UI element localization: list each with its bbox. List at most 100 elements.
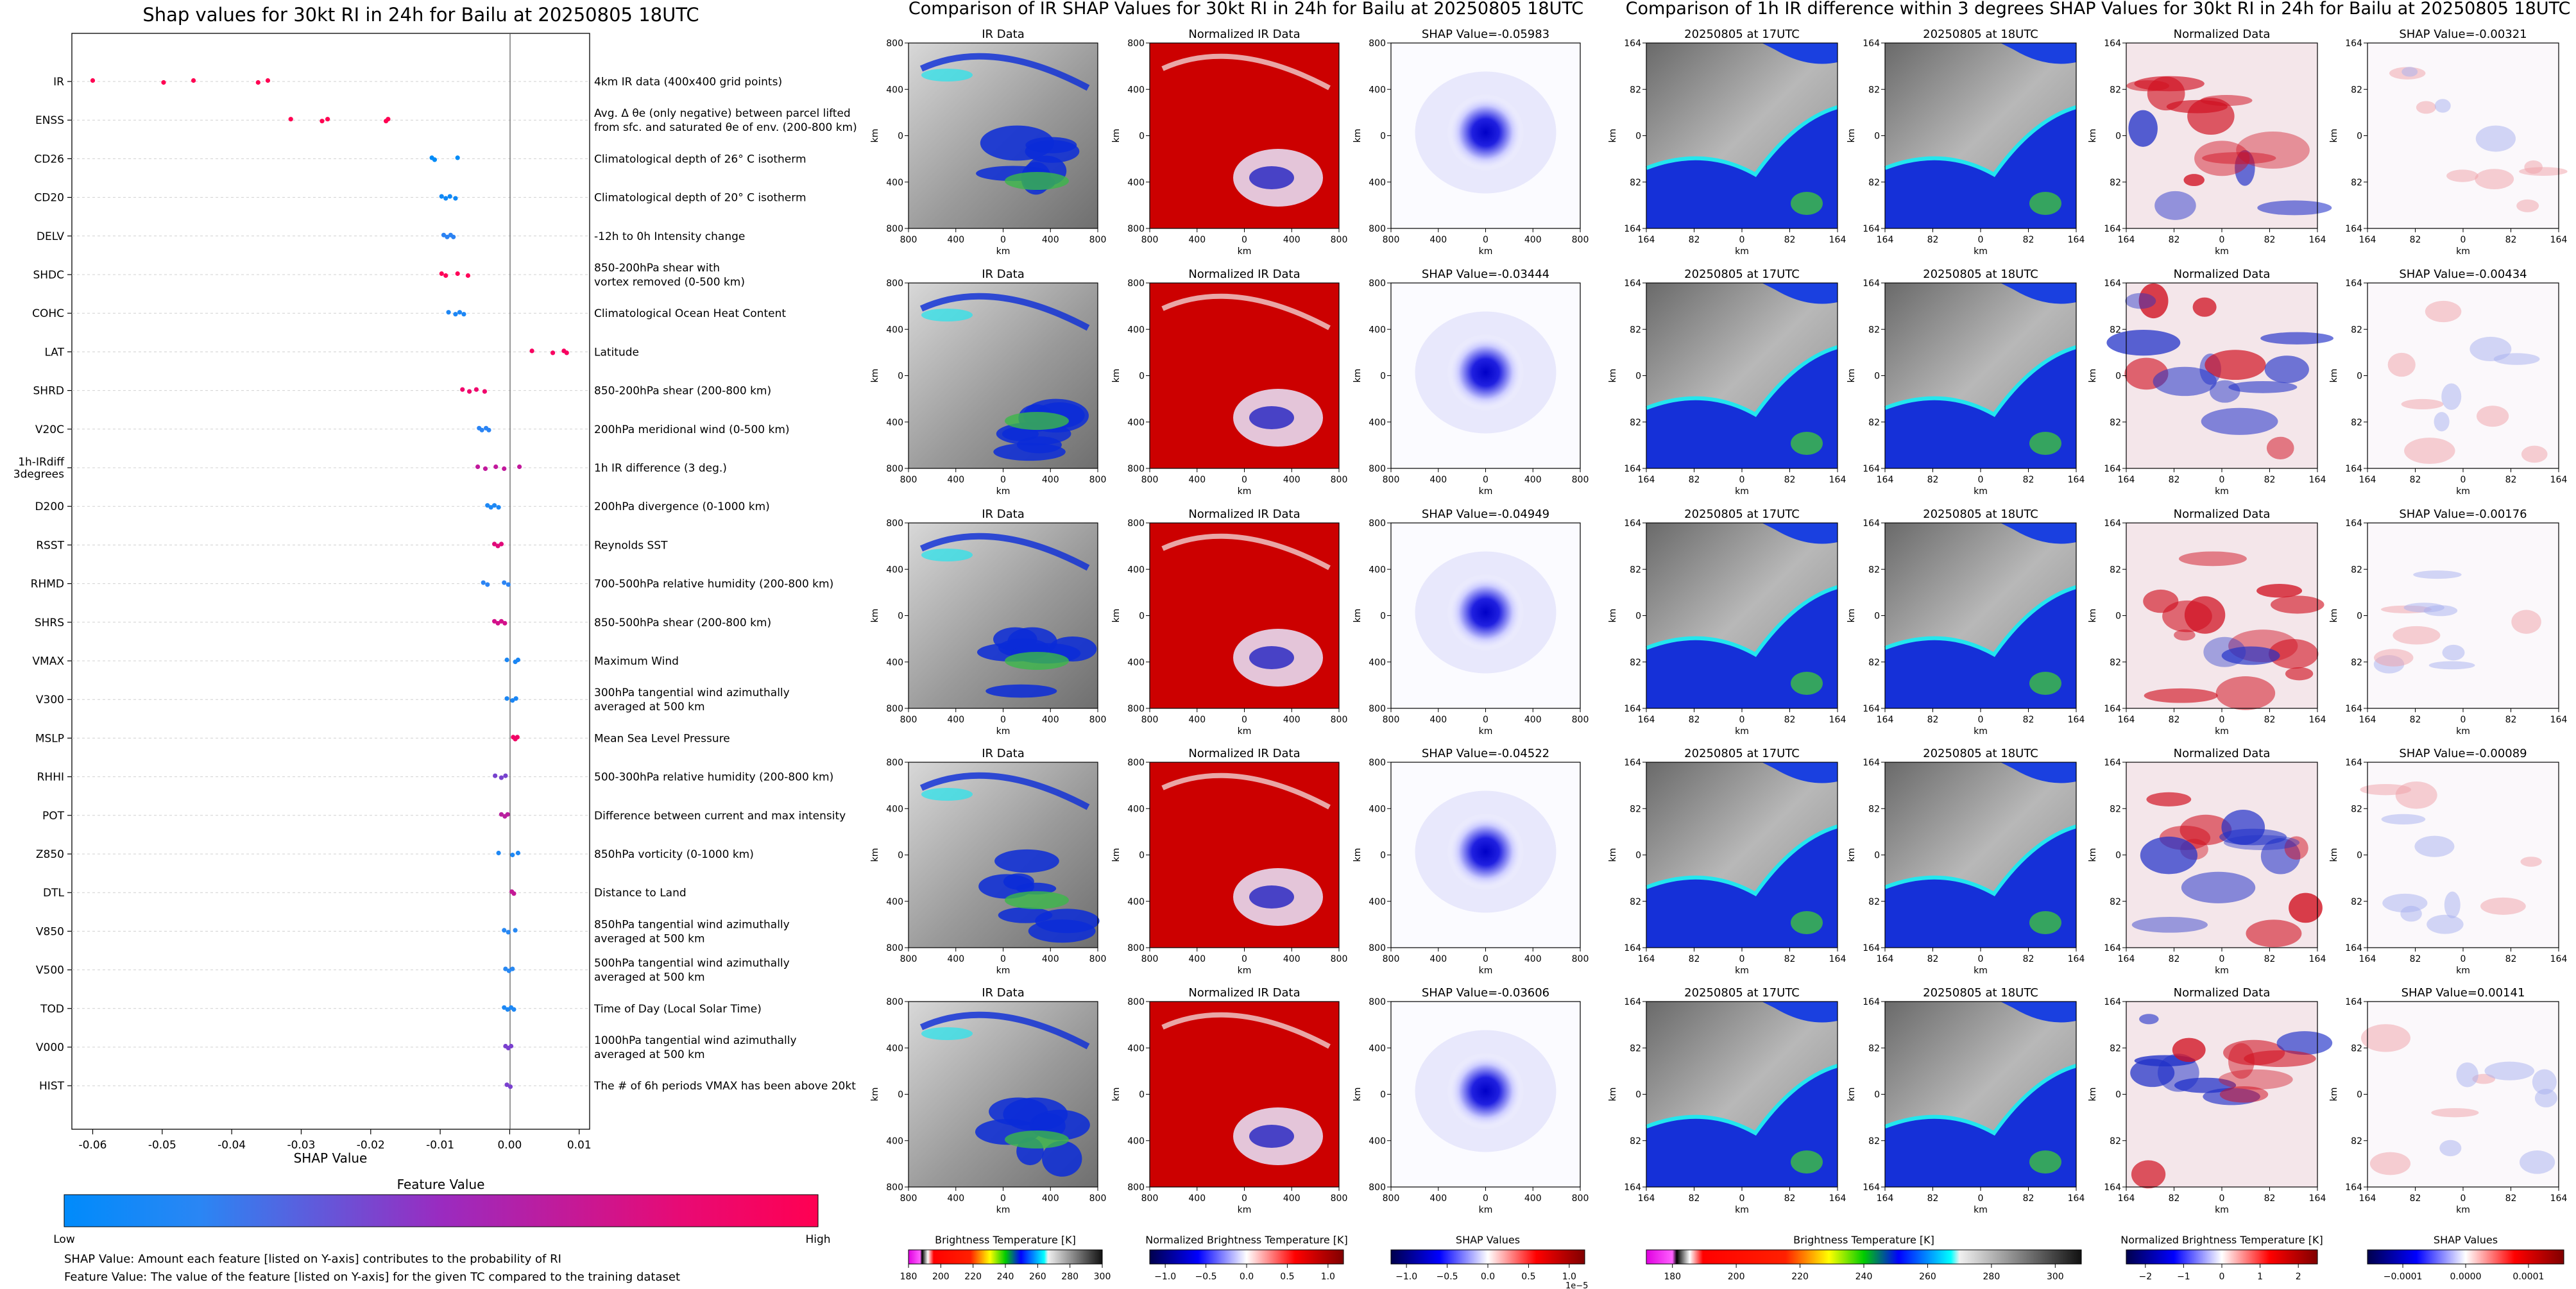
x-tick-label: 400 [1283,235,1301,245]
positive-shap-patch [2401,398,2444,410]
y-tick-label: 800 [886,278,903,289]
x-tick-label: 0 [1000,475,1006,485]
shap-point [461,312,466,317]
colorbar-tick-label: 260 [1029,1272,1046,1282]
x-tick-label: 800 [1141,1193,1159,1204]
feature-description: 850-200hPa shear (200-800 km) [594,385,771,398]
x-axis-label: km [1238,246,1252,257]
x-tick-label: 800 [1141,235,1159,245]
shap-point [504,657,509,663]
col-title: 20250805 at 18UTC [1923,268,2038,281]
x-tick-label: 0 [1978,475,1984,485]
shap-point [493,773,498,778]
y-tick-label: 0 [898,851,903,861]
feature-description: 850-500hPa shear (200-800 km) [594,617,771,629]
shap-point [439,194,444,199]
positive-shap-patch [2360,783,2412,796]
shap-point [511,1007,516,1012]
x-axis-label: km [2215,726,2229,737]
cold-cloud-patch [1791,192,1823,215]
shap-point [255,80,260,85]
y-tick-label: 164 [1863,518,1880,529]
x-tick-label: 82 [1784,235,1796,245]
feature-description: averaged at 500 km [594,701,705,713]
y-tick-label: 164 [2345,943,2362,953]
mid-title: Comparison of IR SHAP Values for 30kt RI… [908,0,1583,19]
negative-diff-patch [2260,838,2301,875]
y-axis-label: km [870,1088,880,1102]
y-tick-label: 0 [1635,611,1641,622]
x-axis-label: km [1735,246,1749,257]
shap-point [465,273,471,278]
y-tick-label: 800 [1369,278,1386,289]
y-tick-label: 400 [886,178,903,188]
x-tick-label: 164 [2359,475,2376,485]
y-tick-label: 82 [1868,1043,1880,1054]
positive-shap-patch [2393,626,2441,645]
shap-point [445,234,450,239]
negative-diff-patch [2153,366,2217,397]
cold-cloud-region [2000,43,2076,64]
cold-patch [1249,646,1294,669]
feature-name: V20C [35,423,64,436]
y-tick-label: 164 [2345,224,2362,234]
y-tick-label: 400 [1127,897,1145,907]
x-tick-label: 164 [2118,235,2135,245]
positive-diff-patch [2219,1086,2269,1103]
x-axis-label: km [2215,246,2229,257]
positive-diff-patch [2144,688,2218,703]
positive-diff-patch [2246,919,2302,948]
negative-shap-patch [2532,1069,2557,1095]
positive-diff-patch [2244,1050,2316,1068]
x-tick-label: 164 [1877,715,1894,725]
y-tick-label: 164 [2104,38,2121,49]
y-tick-label: 400 [1127,1043,1145,1054]
shap-point [482,389,488,394]
y-tick-label: 82 [2110,1043,2121,1054]
x-tick-label: 82 [2505,954,2517,964]
x-tick-label: 82 [1927,235,1939,245]
y-tick-label: 800 [1369,943,1386,953]
cold-cloud-patch [1028,919,1096,943]
y-tick-label: 800 [1127,943,1145,953]
feature-description: 4km IR data (400x400 grid points) [594,76,782,89]
col-title: 20250805 at 17UTC [1684,747,1800,760]
x-tick-label: 400 [1429,475,1447,485]
y-tick-label: 800 [1127,224,1145,234]
cold-cloud-region [1762,1002,1838,1023]
shap-point [443,273,448,278]
feature-name: RSST [36,539,64,552]
y-tick-label: 0 [2115,611,2121,622]
x-tick-label: 82 [2169,1193,2180,1204]
negative-diff-patch [2203,636,2246,667]
shap-point [485,503,490,508]
y-axis-label: km [2088,848,2098,862]
feature-description: Distance to Land [594,887,687,900]
y-axis-label: km [1352,1088,1363,1102]
col-title: Normalized Data [2174,508,2271,521]
x-tick-label: 400 [1283,715,1301,725]
cold-cloud-patch [989,1097,1048,1126]
colorbar-tick-label: 0.0 [1240,1272,1254,1282]
x-axis-label: km [1479,486,1493,497]
x-tick-label: 800 [1383,954,1400,964]
x-tick-label: 0 [1241,1193,1247,1204]
cold-cloud-patch [2029,911,2061,934]
shap-point [439,271,444,277]
x-axis-label: km [1974,246,1988,257]
y-axis-label: km [1608,369,1618,383]
x-tick-label: 0 [2461,1193,2466,1204]
y-tick-label: 800 [1127,1182,1145,1193]
feature-description: 200hPa divergence (0-1000 km) [594,500,770,513]
shap-point [503,966,508,971]
y-axis-label: km [1111,848,1122,862]
y-tick-label: 82 [1630,325,1641,335]
y-tick-label: 800 [1369,704,1386,714]
right-title: Comparison of 1h IR difference within 3 … [1626,0,2571,19]
